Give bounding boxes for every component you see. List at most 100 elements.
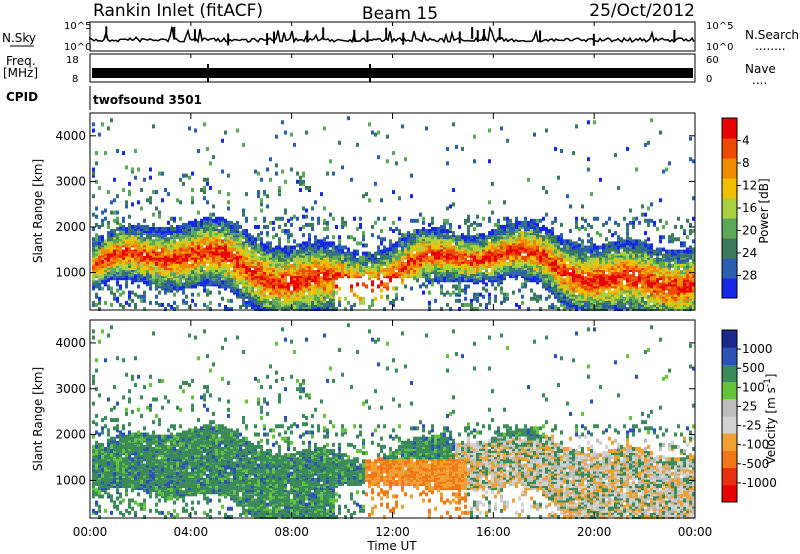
power-cell — [476, 239, 479, 244]
power-cell — [227, 263, 230, 268]
power-cell — [275, 247, 278, 252]
power-cell — [506, 229, 509, 234]
power-cell — [428, 237, 431, 242]
power-cell — [458, 251, 461, 256]
power-cell — [359, 255, 362, 260]
power-cell — [317, 290, 320, 295]
power-cell — [209, 212, 212, 217]
power-cell — [302, 270, 305, 275]
power-cell — [287, 268, 290, 273]
power-cell — [149, 245, 152, 250]
power-cell — [290, 300, 293, 305]
power-cell — [236, 128, 239, 133]
power-cell — [101, 237, 104, 242]
power-cell — [146, 282, 149, 287]
power-cell — [275, 276, 278, 281]
power-cell — [530, 231, 533, 236]
power-cell — [476, 235, 479, 240]
power-cell — [254, 298, 257, 303]
power-cell — [236, 249, 239, 254]
power-cell — [467, 218, 470, 223]
power-cell — [407, 253, 410, 258]
power-cell — [248, 288, 251, 293]
power-cell — [452, 278, 455, 283]
power-cell — [566, 300, 569, 305]
power-cell — [521, 220, 524, 225]
power-cell — [611, 241, 614, 246]
power-cell — [557, 239, 560, 244]
power-cell — [545, 128, 548, 133]
power-cell — [440, 278, 443, 283]
power-cell — [446, 259, 449, 264]
power-cell — [320, 265, 323, 270]
power-cell — [581, 270, 584, 275]
power-cell — [584, 294, 587, 299]
power-cell — [314, 307, 317, 312]
power-cell — [302, 282, 305, 287]
power-cell — [143, 227, 146, 232]
power-cell — [500, 286, 503, 291]
power-cell — [266, 257, 269, 262]
power-cell — [470, 243, 473, 248]
power-cell — [140, 233, 143, 238]
power-cell — [299, 251, 302, 256]
power-cell — [449, 249, 452, 254]
power-cell — [317, 255, 320, 260]
power-cell — [101, 280, 104, 285]
power-cell — [314, 276, 317, 281]
power-cell — [497, 265, 500, 270]
power-cell — [155, 255, 158, 260]
power-cell — [179, 231, 182, 236]
power-cell — [341, 251, 344, 256]
power-cell — [488, 292, 491, 297]
power-cell — [509, 235, 512, 240]
power-cell — [179, 282, 182, 287]
power-cell — [266, 307, 269, 312]
power-cell — [251, 274, 254, 279]
power-cell — [467, 259, 470, 264]
power-cell — [107, 231, 110, 236]
power-cell — [206, 220, 209, 225]
power-cell — [497, 251, 500, 256]
power-cell — [593, 259, 596, 264]
power-cell — [107, 249, 110, 254]
power-cell — [239, 268, 242, 273]
power-cell — [299, 245, 302, 250]
power-cell — [215, 247, 218, 252]
power-cell — [314, 284, 317, 289]
power-cell — [203, 259, 206, 264]
power-cell — [626, 263, 629, 268]
power-cell — [326, 300, 329, 305]
power-cell — [350, 270, 353, 275]
power-cell — [557, 263, 560, 268]
power-cell — [185, 280, 188, 285]
power-cell — [419, 233, 422, 238]
power-cell — [620, 245, 623, 250]
power-cell — [113, 276, 116, 281]
power-cell — [185, 243, 188, 248]
power-cell — [488, 241, 491, 246]
power-cell — [230, 278, 233, 283]
power-cell — [461, 233, 464, 238]
power-cell — [557, 270, 560, 275]
power-cell — [365, 251, 368, 256]
power-cell — [551, 237, 554, 242]
power-cell — [596, 282, 599, 287]
power-cell — [116, 274, 119, 279]
power-cell — [128, 235, 131, 240]
power-cell — [443, 227, 446, 232]
power-cell — [116, 247, 119, 252]
power-cell — [380, 237, 383, 242]
power-cell — [602, 290, 605, 295]
power-cell — [386, 159, 389, 164]
power-cell — [617, 307, 620, 312]
power-cell — [308, 296, 311, 301]
power-cell — [209, 263, 212, 268]
power-cell — [182, 261, 185, 266]
power-cell — [476, 259, 479, 264]
power-cell — [188, 247, 191, 252]
power-cell — [479, 233, 482, 238]
power-cell — [593, 243, 596, 248]
power-cell — [569, 263, 572, 268]
power-cell — [236, 294, 239, 299]
